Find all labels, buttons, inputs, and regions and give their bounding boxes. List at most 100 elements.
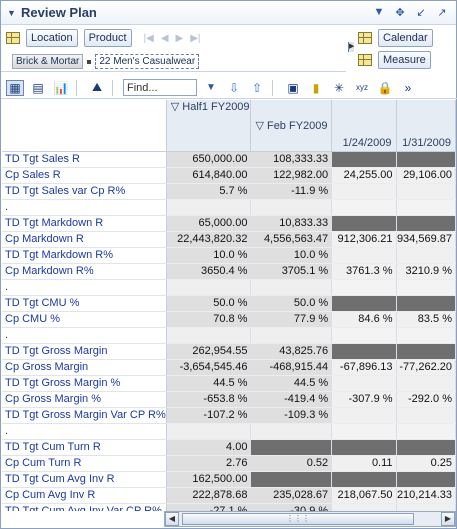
grid-cell[interactable]: 10,833.33 [250,215,333,232]
grid-cell[interactable]: 235,028.67 [250,487,333,504]
grid-cell[interactable]: 0.52 [250,455,333,472]
grid-cell[interactable] [396,183,456,200]
row-label[interactable]: TD Tgt Cum Turn R [2,439,167,456]
grid-cell[interactable] [250,327,333,344]
last-page-icon[interactable]: ▶| [190,32,201,44]
row-label[interactable]: Cp Cum Turn R [2,455,167,472]
grid-cell[interactable]: -11.9 % [250,183,333,200]
next-page-icon[interactable]: ▶ [175,32,184,44]
calendar-dimension-button[interactable]: Calendar [378,29,433,47]
page-position-product[interactable]: 22 Men's Casualwear [95,54,200,69]
measure-grid-icon[interactable] [358,54,372,66]
grid-cell[interactable]: 83.5 % [396,311,456,328]
grid-cell[interactable]: 24,255.00 [331,167,397,184]
grid-cell[interactable] [396,199,456,216]
grid-cell[interactable] [396,247,456,264]
grid-cell[interactable]: 912,306.21 [331,231,397,248]
grid-cell[interactable]: 614,840.00 [166,167,252,184]
lock-icon[interactable]: 🔒 [377,80,393,95]
grid-cell[interactable] [331,439,397,456]
xyz-icon[interactable]: xyz [356,83,368,92]
grid-cell[interactable]: 650,000.00 [166,151,252,168]
grid-cell[interactable]: 29,106.00 [396,167,456,184]
calendar-grid-icon[interactable] [358,32,372,44]
move-icon[interactable]: ✥ [395,7,405,19]
grid-cell[interactable]: -307.9 % [331,391,397,408]
grid-cell[interactable] [396,471,456,488]
expand-arrow-icon[interactable]: ▶ [348,42,355,52]
grid-cell[interactable]: 0.25 [396,455,456,472]
grid-cell[interactable] [250,423,333,440]
grid-cell[interactable]: 50.0 % [166,295,252,312]
scroll-left-icon[interactable]: ◀ [165,512,179,526]
note-icon[interactable]: ▮ [312,80,320,95]
grid-cell[interactable]: 262,954.55 [166,343,252,360]
grid-cell[interactable] [331,407,397,424]
grid-cell[interactable]: 50.0 % [250,295,333,312]
grid-cell[interactable]: -109.3 % [250,407,333,424]
grid-cell[interactable]: 44.5 % [250,375,333,392]
grid-cell[interactable]: -419.4 % [250,391,333,408]
grid-cell[interactable]: -27.1 % [166,503,252,511]
mountain-chart-icon[interactable]: ⛰ [91,80,103,94]
row-label[interactable]: TD Tgt Gross Margin % [2,375,167,392]
row-label[interactable]: TD Tgt Gross Margin Var CP R% [2,407,167,424]
grid-cell[interactable] [331,295,397,312]
minimize-icon[interactable]: ↙ [416,7,426,19]
row-label[interactable]: Cp Cum Avg Inv R [2,487,167,504]
grid-cell[interactable]: -107.2 % [166,407,252,424]
product-dimension-button[interactable]: Product [83,29,132,47]
find-input[interactable]: Find... [123,79,197,96]
grid-cell[interactable] [396,503,456,511]
row-label[interactable]: TD Tgt Sales var Cp R% [2,183,167,200]
grid-cell[interactable]: 10.0 % [166,247,252,264]
grid-cell[interactable]: -292.0 % [396,391,456,408]
page-position-location[interactable]: Brick & Mortar [12,54,84,69]
grid-cell[interactable]: 222,878.68 [166,487,252,504]
grid-cell[interactable]: 4.00 [166,439,252,456]
row-label[interactable]: . [2,279,167,296]
grid-cell[interactable]: 3210.9 % [396,263,456,280]
grid-cell[interactable]: 162,500.00 [166,471,252,488]
row-label[interactable]: . [2,199,167,216]
grid-cell[interactable]: 210,214.33 [396,487,456,504]
grid-cell[interactable]: 108,333.33 [250,151,333,168]
grid-cell[interactable]: 3761.3 % [331,263,397,280]
grid-cell[interactable]: 2.76 [166,455,252,472]
grid-cell[interactable]: 44.5 % [166,375,252,392]
grid-cell[interactable] [396,279,456,296]
grid-cell[interactable] [250,471,333,488]
grid-cell[interactable]: -468,915.44 [250,359,333,376]
col-header-date-2[interactable]: 1/31/2009 [396,137,456,152]
grid-cell[interactable]: 5.7 % [166,183,252,200]
row-label[interactable]: TD Tgt Sales R [2,151,167,168]
grid-cell[interactable]: 4,556,563.47 [250,231,333,248]
maximize-icon[interactable]: ↗ [437,7,447,19]
row-label[interactable]: TD Tgt Markdown R [2,215,167,232]
grid-cell[interactable] [331,151,397,168]
horizontal-scrollbar[interactable]: ◀ ⋮⋮⋮ ▶ [164,511,456,527]
grid-cell[interactable] [331,199,397,216]
bar-chart-icon[interactable]: 📊 [53,80,69,95]
grid-cell[interactable]: 3705.1 % [250,263,333,280]
location-dimension-button[interactable]: Location [26,29,78,47]
row-label[interactable]: Cp Markdown R [2,231,167,248]
grid-cell[interactable]: 70.8 % [166,311,252,328]
grid-cell[interactable]: 10.0 % [250,247,333,264]
row-label[interactable]: Cp Sales R [2,167,167,184]
grid-cell[interactable] [331,343,397,360]
grid-cell[interactable] [331,503,397,511]
grid-cell[interactable] [396,151,456,168]
grid-cell[interactable]: 65,000.00 [166,215,252,232]
grid-cell[interactable] [396,407,456,424]
grid-cell[interactable] [396,375,456,392]
grid-cell[interactable] [396,343,456,360]
col-header-half1[interactable]: ▽ Half1 FY2009 [166,100,252,119]
grid-cell[interactable]: -653.8 % [166,391,252,408]
grid-cell[interactable]: -67,896.13 [331,359,397,376]
row-label[interactable]: Cp Markdown R% [2,263,167,280]
more-tools-icon[interactable]: » [404,80,412,95]
row-label[interactable]: . [2,423,167,440]
grid-cell[interactable] [331,183,397,200]
grid-cell[interactable] [331,423,397,440]
